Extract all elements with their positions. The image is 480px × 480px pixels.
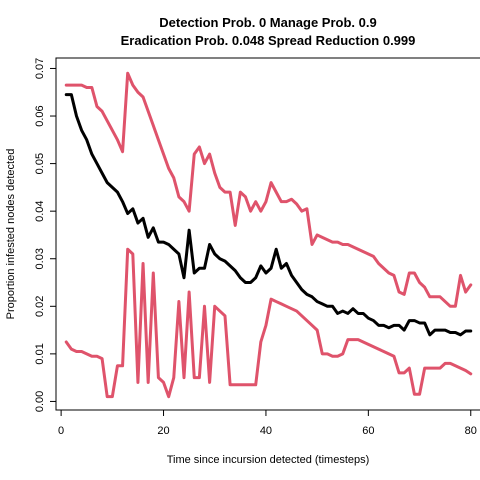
x-tick-label: 0 (58, 425, 64, 437)
y-axis-label: Proportion infested nodes detected (5, 149, 17, 320)
y-tick-label: 0.02 (34, 296, 46, 317)
x-axis-label: Time since incursion detected (timesteps… (167, 454, 370, 466)
y-axis: 0.00 0.01 0.02 0.03 0.04 0.05 0.06 0.07 (34, 58, 57, 412)
x-tick-label: 20 (157, 425, 169, 437)
series-layer (64, 71, 473, 399)
series-line-1 (64, 71, 473, 308)
series-line-0 (64, 93, 473, 337)
y-tick-label: 0.01 (34, 343, 46, 364)
x-tick-label: 80 (465, 425, 477, 437)
y-tick-label: 0.05 (34, 153, 46, 174)
plot-frame (55, 57, 480, 411)
y-tick-label: 0.06 (34, 105, 46, 126)
x-tick-label: 40 (260, 425, 272, 437)
y-tick-label: 0.03 (34, 248, 46, 269)
x-axis: 0 20 40 60 80 (58, 409, 477, 437)
y-tick-label: 0.00 (34, 391, 46, 412)
chart-title-line1: Detection Prob. 0 Manage Prob. 0.9 (159, 15, 376, 30)
y-tick-label: 0.04 (34, 200, 46, 221)
series-line-2 (64, 247, 473, 399)
chart-title-line2: Eradication Prob. 0.048 Spread Reduction… (121, 33, 416, 48)
y-tick-label: 0.07 (34, 58, 46, 79)
x-tick-label: 60 (362, 425, 374, 437)
